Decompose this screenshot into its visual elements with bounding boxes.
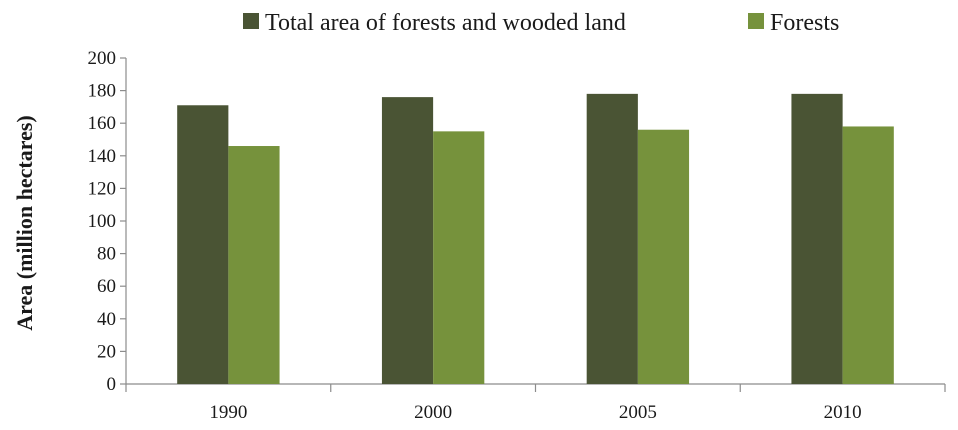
bars [177, 94, 894, 384]
bar-total-2005 [587, 94, 638, 384]
y-tick-label: 180 [88, 81, 117, 102]
bar-forests-2005 [638, 130, 689, 384]
y-tick-label: 200 [88, 48, 117, 69]
legend: Total area of forests and wooded land Fo… [243, 10, 839, 36]
x-tick-label: 1990 [209, 402, 247, 423]
x-tick-label: 2005 [619, 402, 657, 423]
x-tick-label: 2000 [414, 402, 452, 423]
y-tick-label: 140 [88, 146, 117, 167]
y-tick-label: 40 [97, 309, 116, 330]
legend-label-total: Total area of forests and wooded land [265, 10, 626, 36]
legend-swatch-forests [748, 13, 764, 29]
legend-label-forests: Forests [770, 10, 839, 36]
y-tick-label: 120 [88, 178, 117, 199]
y-axis: 0 20 40 60 80 100 120 140 160 180 200 [88, 48, 127, 395]
x-tick-label: 2010 [824, 402, 862, 423]
y-tick-label: 20 [97, 341, 116, 362]
y-tick-label: 160 [88, 113, 117, 134]
y-tick-label: 0 [107, 374, 117, 395]
y-axis-title: Area (million hectares) [12, 115, 37, 330]
bar-total-1990 [177, 105, 228, 384]
y-tick-label: 100 [88, 211, 117, 232]
bar-total-2000 [382, 97, 433, 384]
y-tick-label: 80 [97, 244, 116, 265]
bar-forests-2000 [433, 131, 484, 384]
x-axis: 1990 2000 2005 2010 [126, 384, 945, 423]
legend-swatch-total [243, 13, 259, 29]
y-tick-label: 60 [97, 276, 116, 297]
bar-total-2010 [791, 94, 842, 384]
bar-forests-2010 [843, 126, 894, 384]
bar-forests-1990 [228, 146, 279, 384]
